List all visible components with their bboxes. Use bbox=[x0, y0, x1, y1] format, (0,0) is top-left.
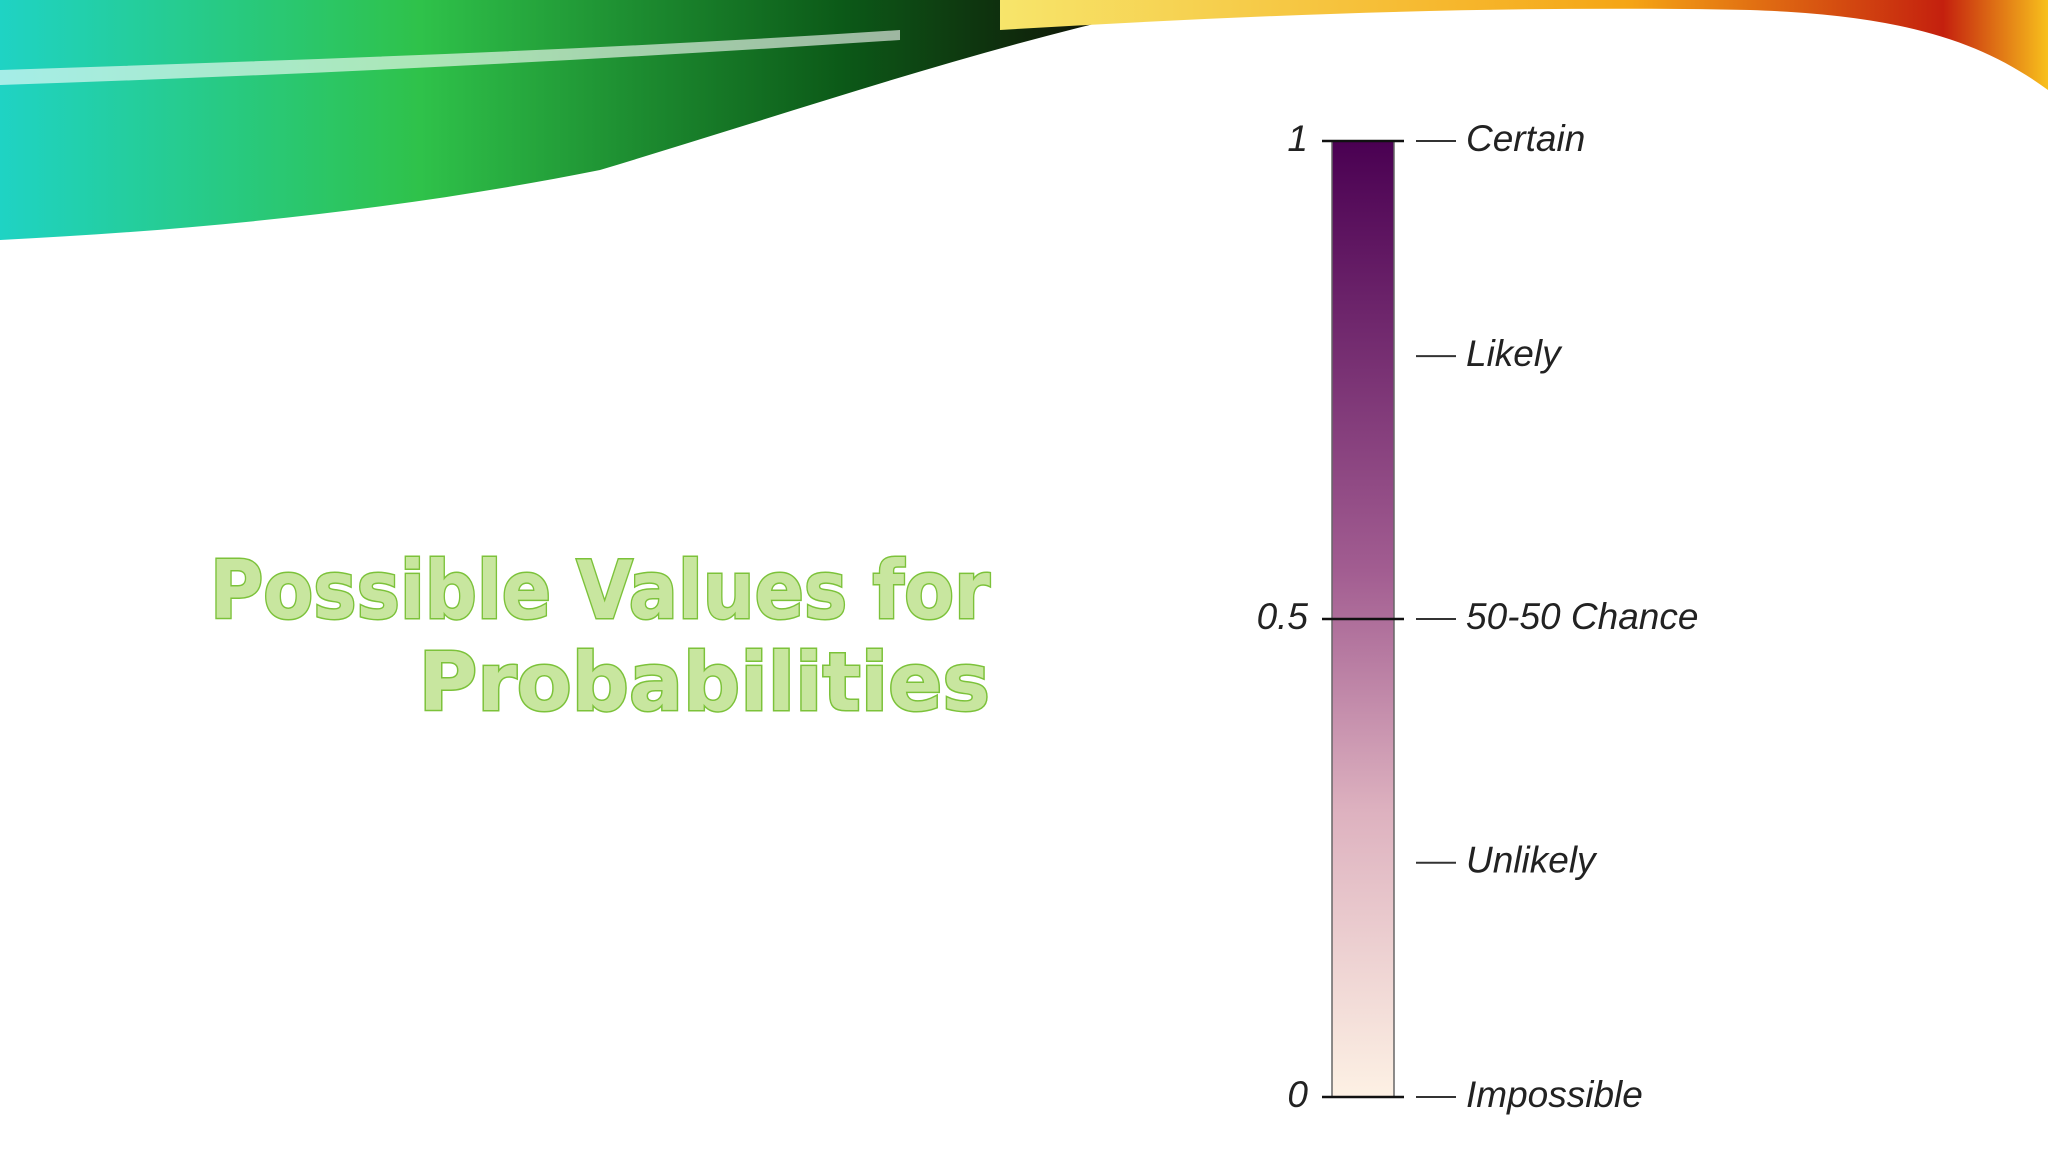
swoosh-left bbox=[0, 0, 1200, 240]
label-text: Certain bbox=[1466, 118, 1585, 159]
label-text: 50-50 Chance bbox=[1466, 596, 1698, 637]
tick-label: 1 bbox=[1287, 118, 1308, 159]
label-text: Unlikely bbox=[1466, 840, 1598, 881]
label-text: Likely bbox=[1466, 333, 1563, 374]
swoosh-highlight bbox=[0, 30, 900, 85]
tick-label: 0 bbox=[1287, 1074, 1308, 1115]
label-text: Impossible bbox=[1466, 1074, 1643, 1115]
title-line: Probabilities bbox=[419, 636, 990, 729]
decoration bbox=[0, 0, 2048, 240]
swoosh-right bbox=[1000, 0, 2048, 90]
scale: 1 0.5 0 Certain Likely 50-50 Chance Unlikely Im… bbox=[1257, 118, 1699, 1115]
tick-label: 0.5 bbox=[1257, 596, 1309, 637]
title-line: Possible Values for bbox=[210, 544, 990, 637]
